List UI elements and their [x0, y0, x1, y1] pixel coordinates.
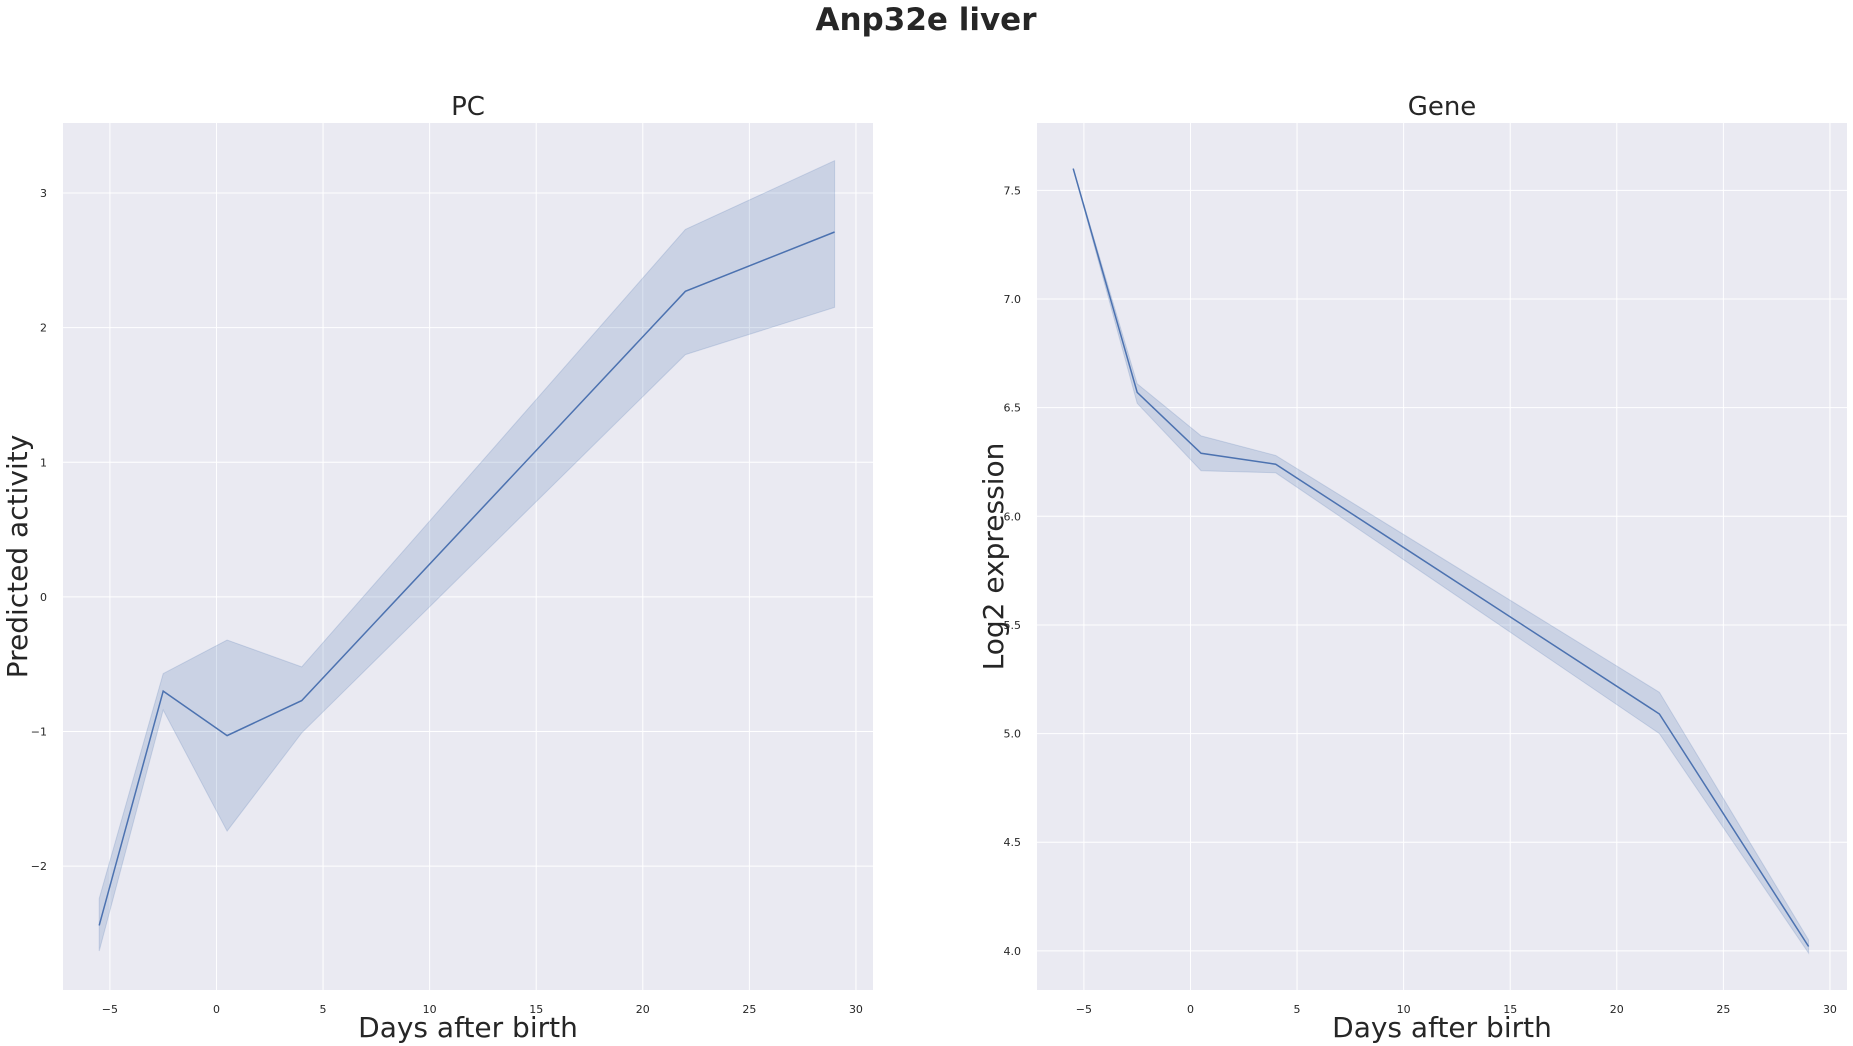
- series-line: [98, 231, 835, 926]
- x-axis-label: Days after birth: [358, 1011, 578, 1044]
- x-axis-label: Days after birth: [1332, 1011, 1552, 1044]
- y-tick-label: 3: [40, 187, 47, 200]
- x-tick-label: 0: [213, 1003, 220, 1016]
- x-tick-label: 15: [529, 1003, 543, 1016]
- y-tick-label: 0: [40, 591, 47, 604]
- y-tick-label: 7.0: [1004, 293, 1022, 306]
- x-tick-label: 25: [1716, 1003, 1730, 1016]
- series-line: [1072, 168, 1810, 947]
- y-tick-label: 1: [40, 456, 47, 469]
- x-tick-label: −5: [102, 1003, 118, 1016]
- plot-area: [63, 123, 873, 990]
- x-tick-label: −5: [1076, 1003, 1092, 1016]
- y-tick-label: 6.0: [1004, 510, 1022, 523]
- x-tick-label: 30: [1823, 1003, 1837, 1016]
- panel-title: PC: [451, 92, 485, 122]
- y-axis-label: Predicted activity: [1, 435, 34, 679]
- panel-gene: −5 0 5 10 15 20 25 30 4.0 4.5 5.0 5.5 6.0 6.5 7.0 7.5 Ge…: [977, 92, 1847, 1044]
- y-tick-label: 5.5: [1004, 619, 1022, 632]
- x-tick-label: 5: [1294, 1003, 1301, 1016]
- x-tick-label: 0: [1187, 1003, 1194, 1016]
- y-tick-label: −1: [31, 726, 47, 739]
- y-tick-label: 7.5: [1004, 184, 1022, 197]
- x-tick-label: 30: [849, 1003, 863, 1016]
- x-tick-label: 10: [423, 1003, 437, 1016]
- x-tick-label: 15: [1503, 1003, 1517, 1016]
- plot-area: [1037, 123, 1847, 990]
- confidence-band: [1072, 168, 1810, 955]
- x-tick-label: 10: [1397, 1003, 1411, 1016]
- figure-title: Anp32e liver: [816, 2, 1038, 38]
- x-tick-label: 20: [1610, 1003, 1624, 1016]
- y-axis-label: Log2 expression: [977, 443, 1010, 671]
- panel-pc: −5 0 5 10 15 20 25 30 −2 −1 0 1 2 3 PC Days after birth…: [1, 92, 873, 1044]
- y-tick-label: 2: [40, 322, 47, 335]
- y-tick-label: 5.0: [1004, 728, 1022, 741]
- panel-title: Gene: [1408, 92, 1477, 122]
- y-tick-label: 6.5: [1004, 402, 1022, 415]
- x-tick-label: 20: [636, 1003, 650, 1016]
- y-tick-label: 4.0: [1004, 945, 1022, 958]
- y-tick-label: 4.5: [1004, 836, 1022, 849]
- confidence-band: [98, 159, 836, 952]
- x-tick-label: 5: [320, 1003, 327, 1016]
- x-tick-label: 25: [742, 1003, 756, 1016]
- y-tick-label: −2: [31, 860, 47, 873]
